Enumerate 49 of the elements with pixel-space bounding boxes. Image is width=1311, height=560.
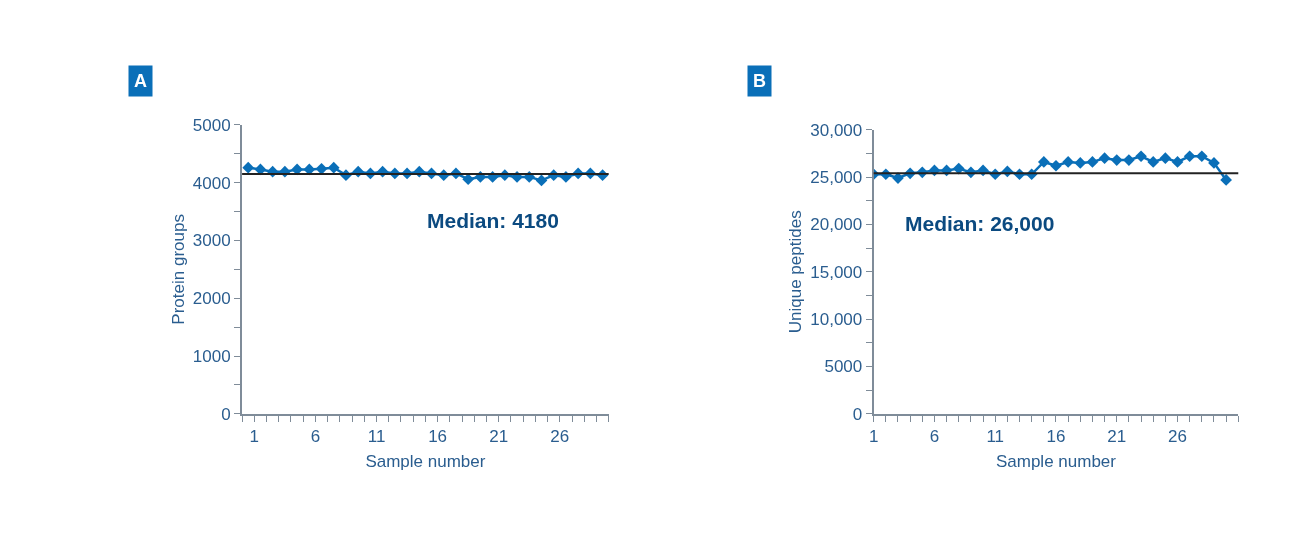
y-tick-label: 0 [221,404,231,424]
x-tick-label: 6 [929,427,940,447]
x-tick-label: 1 [249,427,260,447]
annotation: Median: 4180 [427,209,559,232]
x-tick-label: 21 [489,427,509,447]
x-tick-label: 26 [1168,427,1187,447]
point [1037,156,1050,168]
y-tick-label: 25,000 [810,168,863,188]
y-axis-title: Protein groups [168,214,188,325]
y-tick-label: 2000 [192,289,231,309]
point [1074,157,1087,169]
annotation: Median: 26,000 [905,212,1055,235]
point [952,162,965,175]
y-tick-label: 10,000 [810,310,863,330]
point [1062,156,1074,168]
x-tick-label: 16 [1046,427,1066,447]
x-tick-label: 21 [1107,427,1127,447]
point [1110,154,1123,166]
chart-title: B [753,71,766,91]
y-tick-label: 20,000 [810,215,863,235]
x-axis-title: Sample number [995,452,1117,472]
y-tick-label: 5000 [824,357,863,377]
y-tick-label: 30,000 [810,120,863,140]
x-tick-label: 1 [868,427,879,447]
y-tick-label: 0 [852,404,863,424]
point [1123,154,1135,166]
chart-title: A [134,71,147,91]
y-tick-label: 1000 [192,346,231,366]
y-axis-title: Unique peptides [786,210,806,334]
x-tick-label: 16 [428,427,448,447]
y-tick-label: 5000 [192,115,231,135]
point [1086,156,1099,168]
point [1183,150,1196,163]
point [1220,174,1232,186]
point [1208,157,1220,169]
x-axis-title: Sample number [365,452,486,472]
point [1147,156,1160,168]
x-tick-label: 11 [367,427,386,447]
x-tick-label: 26 [550,427,570,447]
x-tick-label: 11 [986,427,1005,447]
y-tick-label: 15,000 [810,262,863,282]
point [1135,150,1147,163]
y-tick-label: 4000 [192,173,231,193]
point [1159,152,1172,165]
point [1098,152,1111,165]
point [1171,156,1184,168]
y-tick-label: 3000 [192,231,231,251]
point [1050,159,1062,172]
x-tick-label: 6 [310,427,321,447]
